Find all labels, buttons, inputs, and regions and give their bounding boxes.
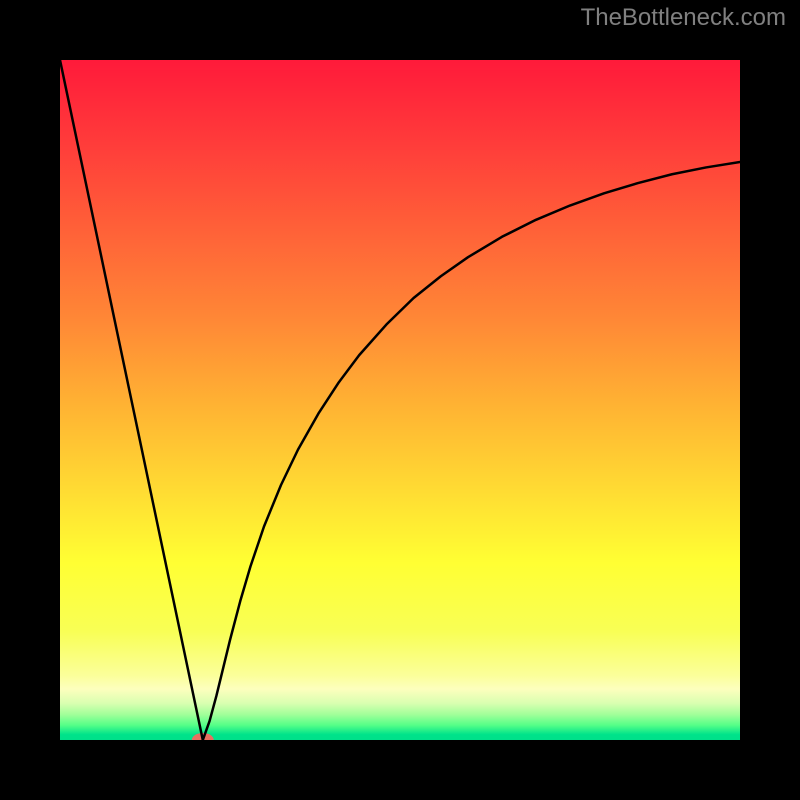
bottleneck-chart-figure: TheBottleneck.com	[0, 0, 800, 800]
chart-svg	[0, 0, 800, 800]
watermark-label: TheBottleneck.com	[581, 4, 786, 32]
gradient-background	[60, 60, 740, 740]
